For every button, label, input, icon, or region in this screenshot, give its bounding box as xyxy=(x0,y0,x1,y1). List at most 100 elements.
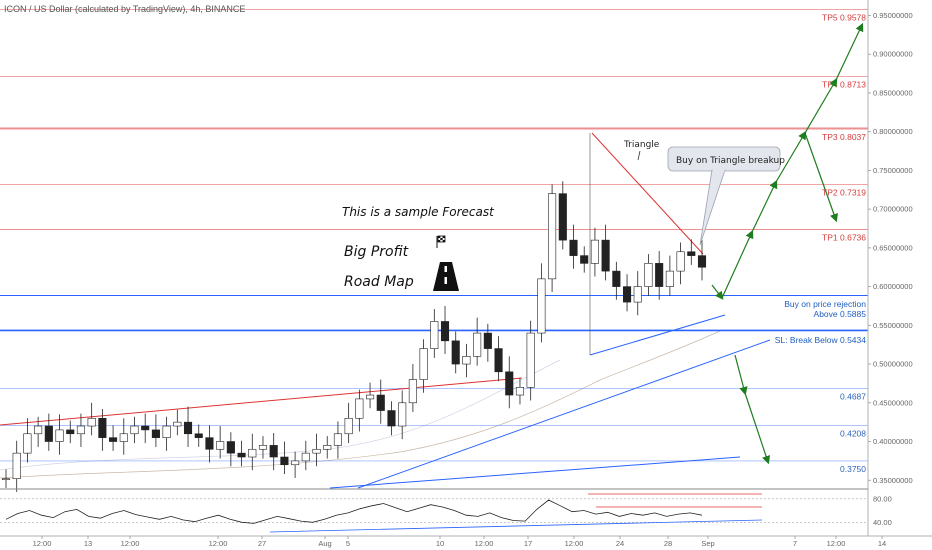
x-tick-label: 12:00 xyxy=(121,539,140,548)
x-tick-label: 28 xyxy=(664,539,672,548)
candle-body xyxy=(355,398,364,419)
candle-body xyxy=(248,448,257,458)
forecast-arrow xyxy=(804,132,838,223)
candle-body xyxy=(76,425,86,435)
x-tick-label: 12:00 xyxy=(827,539,846,548)
candle-body xyxy=(1,478,11,481)
candle-body xyxy=(66,429,75,435)
triangle-pointer xyxy=(637,150,641,161)
candle-body xyxy=(291,460,300,466)
y-tick-label: 0.80000000 xyxy=(873,127,913,136)
candle-body xyxy=(601,239,610,272)
y-tick-label: 0.90000000 xyxy=(873,50,913,59)
candle-body xyxy=(430,321,439,349)
candle-body xyxy=(141,425,150,431)
sl-label: SL: Break Below 0.5434 xyxy=(775,335,866,345)
trendlines xyxy=(0,132,771,489)
candle-body xyxy=(644,263,653,287)
candle-body xyxy=(569,239,578,256)
y-tick-label: 0.50000000 xyxy=(873,360,913,369)
big-profit-note: Big Profit xyxy=(344,244,409,260)
buy-label-2: Above 0.5885 xyxy=(814,309,867,319)
candle-body xyxy=(194,433,203,438)
y-tick-label: 0.40000000 xyxy=(873,437,913,446)
candle-body xyxy=(376,394,385,411)
candle-body xyxy=(173,421,182,427)
x-tick-label: 10 xyxy=(436,539,444,548)
x-tick-label: 14 xyxy=(878,539,886,548)
candle-body xyxy=(462,356,471,365)
resistance-trendline xyxy=(0,377,523,426)
buy-label-1: Buy on price rejection xyxy=(784,299,866,309)
moving-average-fast xyxy=(0,359,561,471)
forecast-arrow xyxy=(804,77,838,134)
candle-body xyxy=(676,251,685,272)
candle-body xyxy=(687,251,696,256)
candle-body xyxy=(205,437,214,450)
x-tick-label: Aug xyxy=(318,539,331,548)
support-trendline xyxy=(357,339,771,489)
candle-body xyxy=(622,286,632,303)
candle-body xyxy=(98,417,107,438)
candle-body xyxy=(119,433,128,442)
candle-body xyxy=(323,445,332,450)
candle-body xyxy=(312,448,321,454)
callout-bubble: Buy on Triangle breakup xyxy=(667,146,785,246)
forecast-arrow xyxy=(721,229,754,299)
candle-body xyxy=(280,456,289,466)
x-tick-label: 12:00 xyxy=(565,539,584,548)
rsi-panel: 80.00 40.00 xyxy=(0,493,892,533)
candle-body xyxy=(580,255,589,264)
candle-body xyxy=(398,402,407,427)
level-label: TP1 0.6736 xyxy=(822,233,866,243)
candle-body xyxy=(590,239,599,264)
level-label: TP3 0.8037 xyxy=(822,132,866,142)
forecast-arrow xyxy=(734,354,748,396)
candle-body xyxy=(183,421,193,435)
candle-body xyxy=(162,425,171,438)
level-label: 0.3750 xyxy=(840,464,866,474)
candle-body xyxy=(655,263,664,287)
callout-text: Buy on Triangle breakup xyxy=(676,156,785,166)
x-tick-label: 27 xyxy=(258,539,266,548)
candle-body xyxy=(483,332,492,349)
x-tick-label: 12:00 xyxy=(33,539,52,548)
x-tick-label: 12:00 xyxy=(209,539,228,548)
candle-body xyxy=(408,379,417,404)
rsi-tick-label: 80.00 xyxy=(873,494,892,503)
candle-body xyxy=(23,433,32,454)
forecast-arrow xyxy=(744,392,771,465)
y-tick-label: 0.75000000 xyxy=(873,166,913,175)
candle-body xyxy=(665,270,674,287)
triangle-upper-line xyxy=(591,132,704,255)
candle-body xyxy=(151,429,160,438)
candle-body xyxy=(55,429,64,442)
candle-body xyxy=(419,348,428,380)
level-label: TP5 0.9578 xyxy=(822,12,866,22)
candle-body xyxy=(226,441,235,454)
candle-body xyxy=(548,193,557,280)
y-tick-label: 0.65000000 xyxy=(873,243,913,252)
y-tick-label: 0.55000000 xyxy=(873,321,913,330)
candle-body xyxy=(633,286,642,303)
candle-body xyxy=(515,387,525,396)
y-tick-label: 0.70000000 xyxy=(873,205,913,214)
y-tick-label: 0.85000000 xyxy=(873,88,913,97)
candle-body xyxy=(440,321,450,342)
forecast-arrow xyxy=(751,179,778,233)
candle-body xyxy=(12,452,21,480)
x-tick-label: 12:00 xyxy=(475,539,494,548)
level-label: 0.4208 xyxy=(840,428,866,438)
candle-body xyxy=(697,255,707,268)
candle-body xyxy=(87,417,96,427)
candle-body xyxy=(505,371,514,396)
candle-body xyxy=(109,437,118,442)
x-tick-label: 24 xyxy=(616,539,624,548)
x-tick-label: 13 xyxy=(84,539,92,548)
candle-body xyxy=(301,452,310,462)
candle-body xyxy=(366,394,375,400)
triangle-lower-line xyxy=(589,314,726,356)
price-levels: TP5 0.9578 TP4 0.8713 TP3 0.8037 TP2 0.7319… xyxy=(0,9,868,474)
